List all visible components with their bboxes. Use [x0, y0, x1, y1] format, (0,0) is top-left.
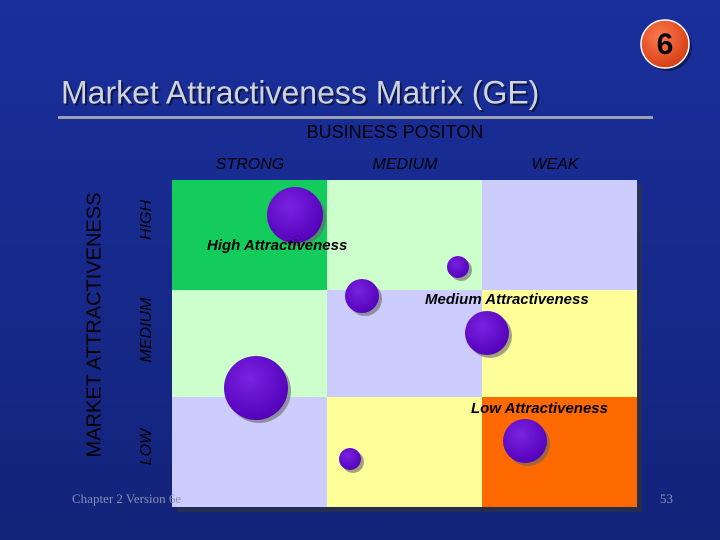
column-label: MEDIUM	[373, 156, 439, 173]
x-axis-title: BUSINESS POSITON	[307, 122, 484, 142]
matrix	[172, 180, 642, 512]
row-label: LOW	[138, 427, 155, 465]
zone-label: Low Attractiveness	[471, 400, 608, 417]
column-label: WEAK	[531, 156, 579, 173]
cell	[482, 180, 637, 290]
zone-label: High Attractiveness	[207, 237, 347, 254]
footer-right: 53	[660, 491, 673, 506]
title-group: Market Attractiveness Matrix (GE) Market…	[58, 74, 653, 119]
badge-text: 6	[657, 28, 674, 61]
y-axis-title: MARKET ATTRACTIVENESS	[83, 193, 105, 458]
bubble	[503, 419, 547, 463]
row-label: MEDIUM	[138, 297, 155, 363]
bubble	[345, 279, 379, 313]
column-label: STRONG	[216, 156, 284, 173]
badge-circle	[640, 19, 690, 69]
badge: 6	[640, 19, 692, 71]
title-shadow: Market Attractiveness Matrix (GE)	[63, 76, 541, 112]
bubbles	[224, 187, 550, 473]
bubble	[465, 311, 509, 355]
bubble	[267, 187, 323, 243]
bubble	[224, 356, 288, 420]
bubble	[447, 256, 469, 278]
bubble	[339, 448, 361, 470]
title-rule	[58, 116, 653, 119]
row-label: HIGH	[138, 200, 155, 240]
zone-label: Medium Attractiveness	[425, 291, 589, 308]
title: Market Attractiveness Matrix (GE)	[61, 74, 539, 110]
footer-left: Chapter 2 Version 6e	[72, 491, 181, 506]
